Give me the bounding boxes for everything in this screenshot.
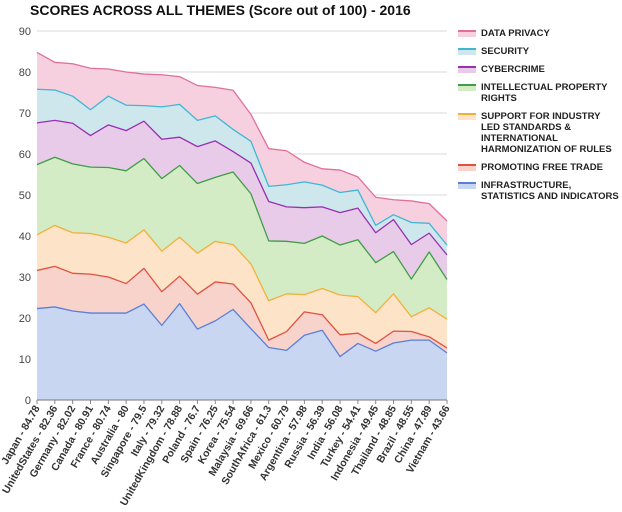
y-tick-label: 40 — [19, 231, 31, 243]
legend-swatch — [458, 66, 476, 73]
y-tick-label: 0 — [25, 395, 31, 407]
legend-label: DATA PRIVACY — [481, 28, 550, 39]
legend-swatch — [458, 48, 476, 55]
y-tick-label: 90 — [19, 26, 31, 38]
y-tick-label: 30 — [19, 272, 31, 284]
legend-item: INFRASTRUCTURE, STATISTICS AND INDICATOR… — [455, 180, 620, 202]
legend-item: SECURITY — [455, 46, 620, 57]
area-band — [37, 303, 447, 400]
legend-swatch — [458, 30, 476, 37]
legend-label: INFRASTRUCTURE, STATISTICS AND INDICATOR… — [481, 180, 619, 202]
legend-swatch — [458, 113, 476, 120]
legend-label: INTELLECTUAL PROPERTY RIGHTS — [481, 82, 608, 104]
legend-item: SUPPORT FOR INDUSTRY LED STANDARDS & INT… — [455, 111, 620, 155]
legend-swatch — [458, 182, 476, 189]
chart-title: SCORES ACROSS ALL THEMES (Score out of 1… — [30, 2, 411, 18]
area-band — [37, 225, 447, 348]
legend-item: DATA PRIVACY — [455, 28, 620, 39]
y-tick-label: 70 — [19, 108, 31, 120]
y-tick-label: 10 — [19, 354, 31, 366]
legend-label: PROMOTING FREE TRADE — [481, 162, 603, 173]
legend-label: CYBERCRIME — [481, 64, 545, 75]
series-line — [36, 88, 448, 246]
legend-item: INTELLECTUAL PROPERTY RIGHTS — [455, 82, 620, 104]
chart-legend: DATA PRIVACY SECURITY CYBERCRIME INTELLECTU… — [455, 28, 620, 202]
series-line — [36, 119, 448, 256]
legend-label: SUPPORT FOR INDUSTRY LED STANDARDS & INT… — [481, 111, 612, 155]
legend-swatch — [458, 164, 476, 171]
legend-swatch — [458, 84, 476, 91]
legend-item: CYBERCRIME — [455, 64, 620, 75]
stacked-areas — [37, 52, 447, 400]
series-line — [36, 265, 448, 349]
y-tick-label: 80 — [19, 67, 31, 79]
y-tick-label: 20 — [19, 313, 31, 325]
area-band — [37, 52, 447, 246]
area-band — [37, 120, 447, 280]
series-line — [36, 302, 448, 358]
legend-item: PROMOTING FREE TRADE — [455, 162, 620, 173]
legend-label: SECURITY — [481, 46, 530, 57]
series-line — [36, 51, 448, 222]
series-lines — [36, 51, 448, 358]
y-tick-label: 50 — [19, 190, 31, 202]
y-tick-label: 60 — [19, 149, 31, 161]
area-band — [37, 157, 447, 320]
area-band — [37, 266, 447, 357]
series-line — [36, 224, 448, 320]
area-band — [37, 89, 447, 255]
series-line — [36, 156, 448, 280]
